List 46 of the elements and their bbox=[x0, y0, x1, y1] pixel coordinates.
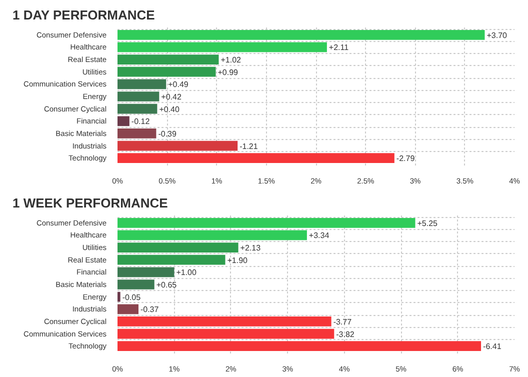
bar bbox=[118, 304, 138, 314]
chart-title: 1 WEEK PERFORMANCE bbox=[12, 196, 168, 210]
bar bbox=[118, 292, 120, 302]
data-label: -3.77 bbox=[333, 317, 352, 326]
data-label: +1.00 bbox=[176, 268, 198, 278]
data-label: -1.21 bbox=[240, 142, 258, 151]
data-label: +2.13 bbox=[240, 244, 262, 253]
data-label: +0.42 bbox=[161, 92, 182, 102]
data-label: +0.40 bbox=[159, 104, 180, 114]
data-label: +5.25 bbox=[417, 218, 438, 228]
bar bbox=[118, 128, 156, 138]
data-label: -6.41 bbox=[483, 342, 502, 352]
bar bbox=[118, 341, 482, 352]
bar bbox=[118, 79, 166, 90]
bar bbox=[118, 254, 226, 265]
bar bbox=[118, 153, 394, 164]
chart-title: 1 DAY PERFORMANCE bbox=[12, 8, 156, 22]
bar bbox=[118, 42, 327, 52]
bar bbox=[118, 140, 238, 151]
data-label: -0.39 bbox=[158, 129, 177, 138]
bar bbox=[118, 66, 216, 77]
bar bbox=[118, 92, 160, 102]
data-label: -0.12 bbox=[131, 117, 150, 126]
data-label: +0.65 bbox=[156, 280, 178, 290]
data-label: -2.79 bbox=[396, 154, 416, 164]
data-label: +1.02 bbox=[220, 56, 242, 65]
bar bbox=[118, 242, 238, 252]
data-label: -0.05 bbox=[122, 292, 142, 302]
bar bbox=[118, 30, 485, 40]
bar bbox=[118, 328, 334, 339]
data-label: +0.49 bbox=[168, 80, 189, 90]
bar bbox=[118, 116, 130, 126]
bar bbox=[118, 316, 332, 326]
bar bbox=[118, 267, 174, 278]
data-label: +3.34 bbox=[308, 231, 330, 240]
data-label: +2.11 bbox=[328, 43, 350, 52]
bar bbox=[118, 230, 307, 240]
bar bbox=[118, 104, 158, 114]
data-label: -0.37 bbox=[140, 305, 160, 314]
data-label: +3.70 bbox=[486, 30, 508, 40]
data-label: +0.99 bbox=[218, 68, 239, 77]
bar bbox=[118, 54, 219, 64]
data-label: +1.90 bbox=[227, 256, 248, 265]
bar bbox=[118, 280, 154, 290]
data-label: -3.82 bbox=[336, 330, 355, 339]
bar bbox=[118, 218, 416, 228]
